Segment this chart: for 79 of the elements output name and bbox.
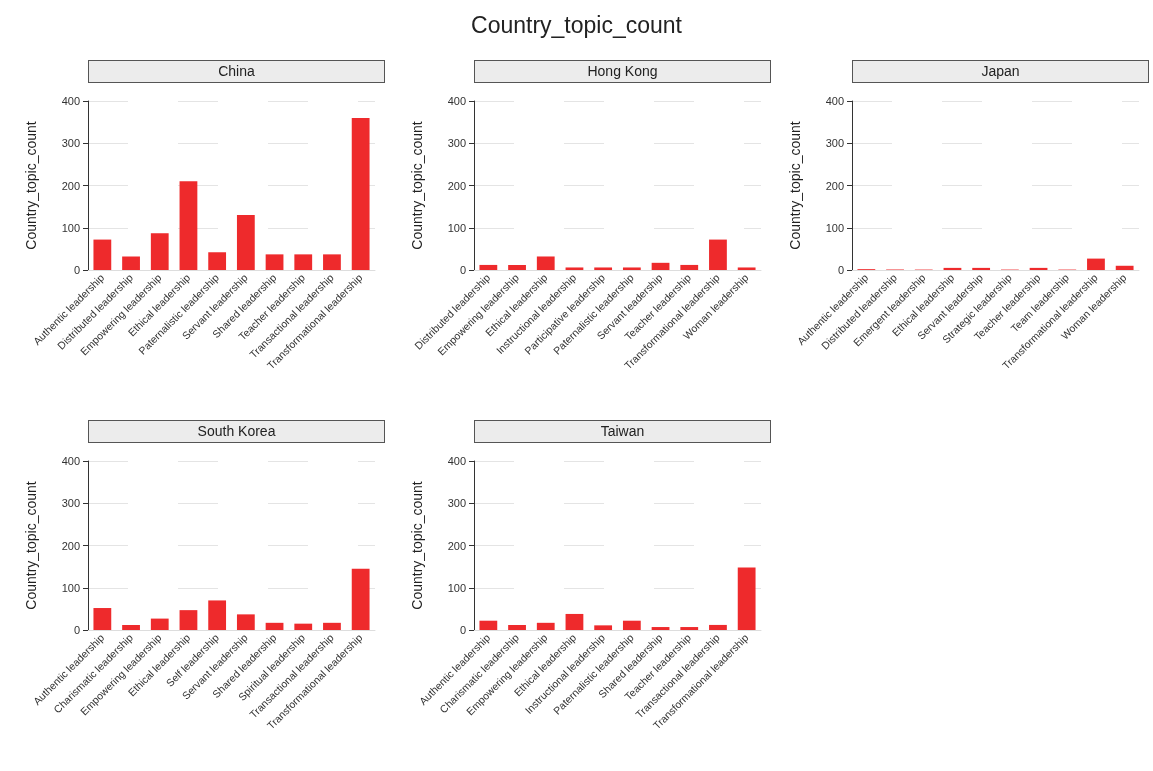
bar <box>93 239 112 270</box>
y-tick-label: 0 <box>459 624 466 636</box>
bar <box>680 627 699 630</box>
bar <box>508 264 526 270</box>
bar <box>93 608 112 630</box>
text: Country_topic_count <box>470 12 683 39</box>
bar <box>122 256 140 270</box>
bar <box>594 625 613 630</box>
bar <box>351 568 370 630</box>
y-axis-title: Country_topic_count <box>23 481 39 610</box>
y-axis-title: Country_topic_count <box>409 481 425 610</box>
bar <box>150 618 169 630</box>
chart-title: Japan <box>852 60 1149 83</box>
bar <box>265 254 284 270</box>
bar <box>179 610 198 630</box>
bar <box>536 622 555 630</box>
bar <box>709 624 727 630</box>
bar <box>122 624 140 630</box>
bar <box>323 622 341 630</box>
bar <box>294 623 313 630</box>
y-tick-label: 0 <box>837 264 844 276</box>
bar <box>622 620 641 630</box>
bar <box>536 256 555 270</box>
bar <box>479 620 498 630</box>
chart-title: China <box>88 60 385 83</box>
y-tick-label: 300 <box>447 137 466 150</box>
y-tick-label: 200 <box>61 179 80 192</box>
bar <box>236 614 255 630</box>
chart-title: Taiwan <box>474 420 771 443</box>
y-tick-label: 100 <box>825 221 844 234</box>
bar <box>622 267 641 270</box>
y-tick-label: 100 <box>61 221 80 234</box>
y-tick-label: 200 <box>447 179 466 192</box>
y-tick-label: 100 <box>61 581 80 594</box>
y-axis-title: Country_topic_count <box>23 121 39 250</box>
y-tick-label: 400 <box>447 455 466 467</box>
bar <box>972 267 991 270</box>
bar <box>265 622 284 630</box>
y-tick-label: 0 <box>459 264 466 276</box>
y-tick-label: 300 <box>61 497 80 510</box>
bar <box>236 215 255 270</box>
y-tick-label: 200 <box>61 539 80 552</box>
y-tick-label: 400 <box>825 95 844 107</box>
bar <box>680 264 699 270</box>
bar <box>1087 258 1105 270</box>
bar <box>351 117 370 270</box>
bar <box>737 267 756 270</box>
bar <box>1115 265 1134 270</box>
chart-title: Hong Kong <box>474 60 771 83</box>
bar <box>709 239 727 270</box>
chart-title: South Korea <box>88 420 385 443</box>
y-axis-title: Country_topic_count <box>787 121 803 250</box>
bar <box>150 233 169 270</box>
bar <box>208 600 227 630</box>
y-tick-label: 400 <box>61 95 80 107</box>
bar <box>208 252 227 270</box>
y-tick-label: 100 <box>447 221 466 234</box>
y-tick-label: 400 <box>447 95 466 107</box>
y-tick-label: 300 <box>447 497 466 510</box>
y-tick-label: 200 <box>825 179 844 192</box>
y-tick-label: 100 <box>447 581 466 594</box>
bar <box>179 181 198 270</box>
bar <box>479 264 498 270</box>
y-tick-label: 300 <box>825 137 844 150</box>
bar <box>737 567 756 630</box>
y-tick-label: 400 <box>61 455 80 467</box>
y-tick-label: 0 <box>73 264 80 276</box>
bar <box>323 254 341 270</box>
bar <box>594 267 613 270</box>
bar <box>508 624 526 630</box>
bar <box>651 627 670 630</box>
bar <box>565 267 584 270</box>
y-tick-label: 0 <box>73 624 80 636</box>
bar <box>565 613 584 630</box>
y-tick-label: 200 <box>447 539 466 552</box>
bar <box>651 262 670 270</box>
y-tick-label: 300 <box>61 137 80 150</box>
y-axis-title: Country_topic_count <box>409 121 425 250</box>
bar <box>294 254 313 270</box>
